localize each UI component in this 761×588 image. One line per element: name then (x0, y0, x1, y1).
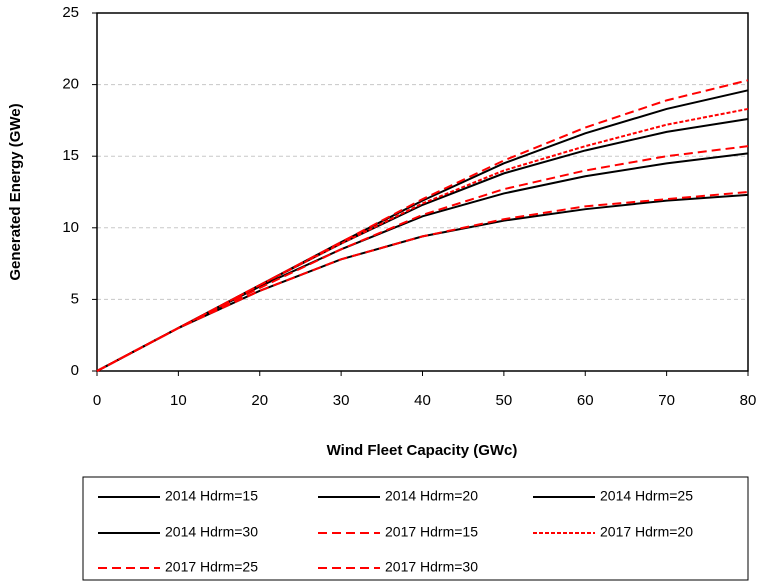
x-tick-label: 30 (333, 392, 350, 409)
x-tick-label: 70 (658, 392, 675, 409)
legend-label: 2014 Hdrm=20 (385, 488, 478, 504)
series-line (96, 89, 749, 372)
legend-label: 2017 Hdrm=20 (600, 524, 693, 540)
series-line (96, 107, 749, 372)
legend-label: 2014 Hdrm=30 (165, 524, 258, 540)
series-line (96, 152, 749, 372)
series-line (96, 193, 749, 372)
y-tick-label: 20 (62, 76, 79, 93)
x-tick-label: 40 (414, 392, 431, 409)
legend-label: 2014 Hdrm=25 (600, 488, 693, 504)
y-tick-label: 0 (71, 362, 79, 379)
legend-label: 2017 Hdrm=15 (385, 524, 478, 540)
x-tick-label: 20 (251, 392, 268, 409)
series-line (96, 145, 749, 372)
x-tick-label: 10 (170, 392, 187, 409)
legend-label: 2017 Hdrm=25 (165, 559, 258, 575)
y-tick-label: 15 (62, 147, 79, 164)
legend-box (82, 476, 749, 581)
x-tick-label: 60 (577, 392, 594, 409)
x-axis-title: Wind Fleet Capacity (GWc) (327, 442, 518, 459)
legend-label: 2014 Hdrm=15 (165, 488, 258, 504)
y-tick-label: 5 (71, 290, 79, 307)
x-tick-label: 80 (740, 392, 757, 409)
series-line (96, 79, 749, 372)
series-line (96, 191, 749, 372)
series-line (96, 117, 749, 372)
plot-frame (96, 12, 749, 372)
legend-label: 2017 Hdrm=30 (385, 559, 478, 575)
y-tick-label: 25 (62, 4, 79, 21)
x-tick-label: 50 (496, 392, 513, 409)
y-tick-label: 10 (62, 219, 79, 236)
y-axis-title: Generated Energy (GWe) (7, 103, 24, 280)
x-tick-label: 0 (93, 392, 101, 409)
